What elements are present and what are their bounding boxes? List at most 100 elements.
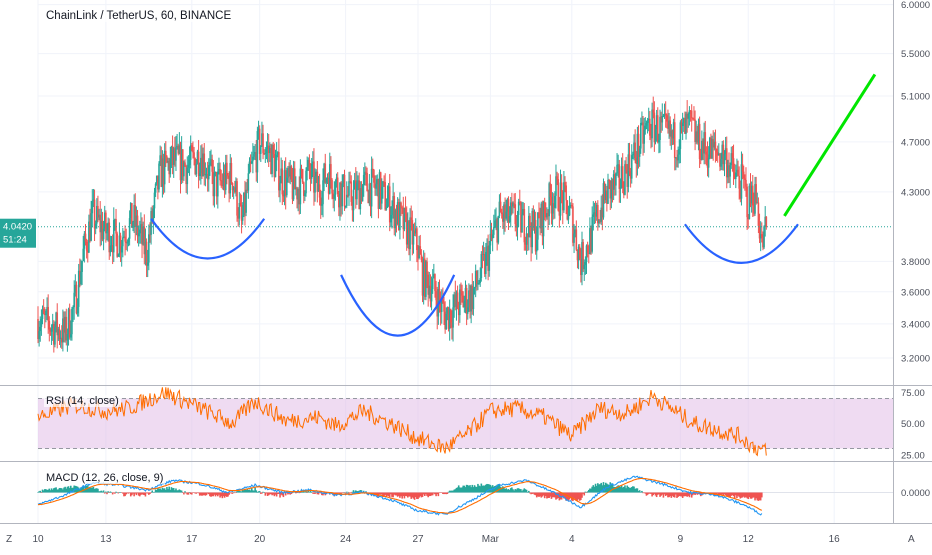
- candle-body: [500, 212, 503, 215]
- macd-histogram-bar: [143, 492, 146, 496]
- candle-body: [732, 158, 735, 173]
- rsi-tick-label: 75.00: [901, 388, 925, 399]
- macd-histogram-bar: [55, 487, 57, 493]
- candle-body: [530, 232, 532, 248]
- candle-body: [454, 294, 457, 307]
- macd-histogram-bar: [463, 485, 466, 493]
- candle-body: [515, 224, 518, 228]
- macd-histogram-bar: [673, 492, 676, 498]
- candle-body: [518, 201, 521, 203]
- macd-histogram-bar: [645, 492, 648, 496]
- macd-histogram-bar: [515, 489, 518, 493]
- candle-body: [132, 222, 134, 228]
- candle-body: [96, 205, 98, 224]
- candle-body: [307, 159, 310, 167]
- macd-histogram-bar: [457, 485, 460, 493]
- macd-histogram-bar: [98, 491, 100, 493]
- macd-histogram-bar: [152, 492, 155, 493]
- candle-body: [41, 308, 44, 319]
- macd-histogram-bar: [272, 492, 275, 495]
- macd-histogram-bar: [582, 492, 584, 494]
- macd-histogram-bar: [741, 492, 744, 498]
- candle-body: [714, 141, 717, 149]
- candle-body: [271, 145, 273, 174]
- candle-body: [181, 149, 184, 177]
- macd-histogram-bar: [656, 492, 659, 495]
- macd-histogram-bar: [149, 492, 151, 495]
- candle-body: [202, 153, 204, 177]
- candle-body: [730, 153, 733, 166]
- candle-body: [586, 245, 589, 253]
- macd-histogram-bar: [123, 492, 125, 497]
- candle-body: [571, 205, 573, 207]
- macd-histogram-bar: [144, 492, 147, 497]
- candle-body: [266, 145, 269, 149]
- candle-body: [382, 181, 384, 187]
- candle-body: [488, 245, 491, 271]
- macd-histogram-bar: [663, 492, 666, 495]
- macd-histogram-bar: [392, 492, 394, 498]
- macd-histogram-bar: [194, 492, 197, 494]
- candle-body: [613, 174, 616, 186]
- macd-histogram-bar: [572, 492, 574, 502]
- macd-histogram-bar: [135, 492, 138, 496]
- macd-histogram-bar: [67, 486, 70, 493]
- candle-body: [446, 307, 449, 314]
- macd-histogram-bar: [207, 492, 210, 495]
- macd-histogram-bar: [563, 492, 565, 499]
- macd-histogram-bar: [616, 486, 618, 493]
- macd-histogram-bar: [54, 487, 56, 493]
- macd-histogram-bar: [140, 492, 142, 495]
- macd-histogram-bar: [83, 488, 86, 493]
- candle-body: [643, 129, 645, 144]
- candle-body: [371, 168, 374, 170]
- macd-histogram-bar: [719, 492, 721, 496]
- macd-histogram-bar: [410, 492, 413, 499]
- candle-body: [377, 179, 380, 209]
- macd-histogram-bar: [162, 488, 165, 493]
- macd-histogram-bar: [598, 484, 600, 493]
- candle-body: [167, 160, 169, 163]
- candle-body: [652, 109, 655, 113]
- macd-histogram-bar: [295, 492, 297, 494]
- candle-body: [205, 174, 208, 176]
- candle-body: [326, 177, 329, 179]
- candle-body: [725, 148, 728, 178]
- candle-body: [677, 154, 679, 161]
- candle-body: [572, 206, 574, 243]
- candle-body: [414, 228, 417, 234]
- macd-histogram-bar: [551, 492, 554, 498]
- candle-body: [625, 164, 627, 170]
- candle-body: [305, 170, 307, 194]
- candle-body: [682, 118, 685, 124]
- candle-body: [675, 157, 677, 159]
- macd-histogram-bar: [632, 486, 634, 493]
- candle-body: [708, 137, 711, 158]
- macd-histogram-bar: [356, 491, 358, 493]
- candle-body: [538, 212, 540, 219]
- candle-body: [514, 204, 517, 225]
- candle-body: [671, 130, 674, 139]
- candle-body: [461, 291, 463, 296]
- macd-histogram-bar: [668, 492, 670, 498]
- candle-body: [498, 201, 501, 216]
- candle-body: [149, 234, 151, 236]
- candle-body: [353, 180, 356, 190]
- candle-body: [133, 205, 135, 223]
- macd-histogram-bar: [677, 492, 679, 497]
- candle-body: [487, 246, 489, 271]
- candle-body: [645, 123, 648, 126]
- candle-body: [49, 329, 52, 332]
- macd-histogram-bar: [453, 489, 455, 493]
- candle-body: [256, 131, 259, 173]
- macd-histogram-bar: [276, 492, 279, 495]
- macd-histogram-bar: [238, 490, 241, 493]
- macd-histogram-bar: [306, 492, 308, 493]
- auto-scale-button[interactable]: A: [908, 534, 915, 545]
- candle-body: [668, 120, 670, 129]
- macd-histogram-bar: [115, 491, 117, 493]
- macd-histogram-bar: [436, 492, 439, 495]
- macd-histogram-bar: [724, 492, 727, 496]
